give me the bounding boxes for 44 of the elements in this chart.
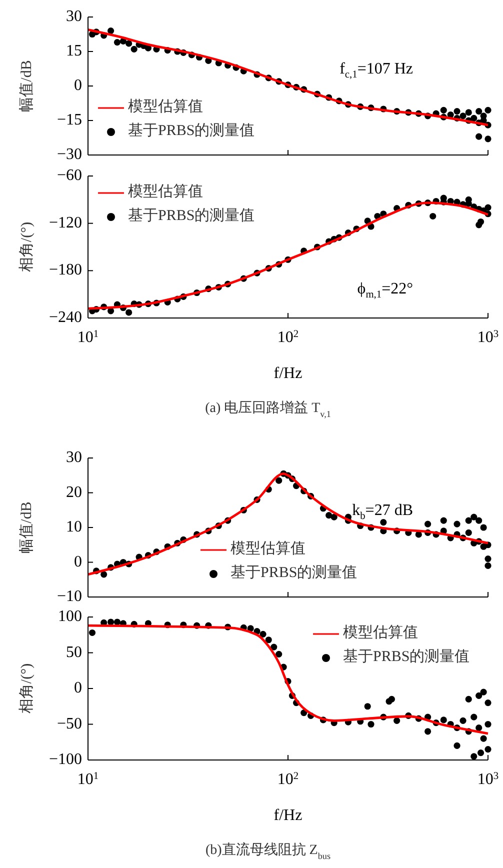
y-axis-title: 幅值/dB bbox=[18, 502, 36, 554]
y-tick-label: 30 bbox=[66, 448, 82, 466]
y-tick-label: −15 bbox=[56, 111, 82, 128]
legend-label: 模型估算值 bbox=[343, 624, 418, 642]
legend-label: 基于PRBS的测量值 bbox=[230, 564, 358, 582]
y-tick-label: −60 bbox=[56, 166, 82, 184]
y-tick-label: −120 bbox=[48, 214, 82, 232]
x-axis-title: f/Hz bbox=[274, 365, 302, 382]
y-tick-label: −30 bbox=[56, 146, 82, 163]
legend-label: 模型估算值 bbox=[128, 98, 203, 116]
y-tick-label: 50 bbox=[66, 643, 82, 660]
y-tick-label: 30 bbox=[66, 8, 82, 25]
legend-label: 基于PRBS的测量值 bbox=[128, 122, 255, 140]
x-tick-label: 10$^{1}$ bbox=[77, 328, 99, 346]
annotation: f$_{c,1}$=107 Hz bbox=[340, 60, 413, 80]
x-tick-label: 10$^{1}$ bbox=[77, 770, 99, 788]
y-tick-label: −10 bbox=[56, 588, 82, 605]
y-tick-label: −100 bbox=[48, 750, 82, 768]
annotation: k$_{b}$=27 dB bbox=[352, 501, 413, 522]
y-axis-title: 幅值/dB bbox=[18, 60, 36, 112]
y-tick-label: 0 bbox=[74, 552, 82, 570]
x-tick-label: 10$^{3}$ bbox=[477, 770, 499, 788]
legend-label: 基于PRBS的测量值 bbox=[343, 648, 470, 666]
y-tick-label: 10 bbox=[66, 518, 82, 536]
legend-label: 基于PRBS的测量值 bbox=[128, 207, 255, 224]
text: (b)直流母线阻抗 Z$_{bus}$ bbox=[205, 842, 331, 861]
x-tick-label: 10$^{2}$ bbox=[277, 328, 299, 346]
y-tick-label: 100 bbox=[58, 608, 82, 625]
x-tick-label: 10$^{2}$ bbox=[277, 770, 299, 788]
y-tick-label: 0 bbox=[74, 76, 82, 94]
text: (a) 电压回路增益 T$_{v,1}$ bbox=[205, 400, 331, 419]
x-tick-label: 10$^{3}$ bbox=[477, 328, 499, 346]
y-tick-label: −50 bbox=[56, 714, 82, 732]
y-axis-title: 相角/(°) bbox=[18, 222, 36, 272]
y-axis-title: 相角/(°) bbox=[18, 663, 36, 714]
y-tick-label: 20 bbox=[66, 483, 82, 500]
x-axis-title: f/Hz bbox=[274, 807, 302, 824]
y-tick-label: −180 bbox=[48, 261, 82, 278]
legend-label: 模型估算值 bbox=[230, 540, 306, 558]
annotation: ϕ$_{m,1}$=22° bbox=[357, 280, 413, 300]
y-tick-label: −240 bbox=[48, 308, 82, 326]
y-tick-label: 15 bbox=[66, 42, 82, 60]
legend-label: 模型估算值 bbox=[128, 183, 203, 200]
y-tick-label: 0 bbox=[74, 679, 82, 696]
